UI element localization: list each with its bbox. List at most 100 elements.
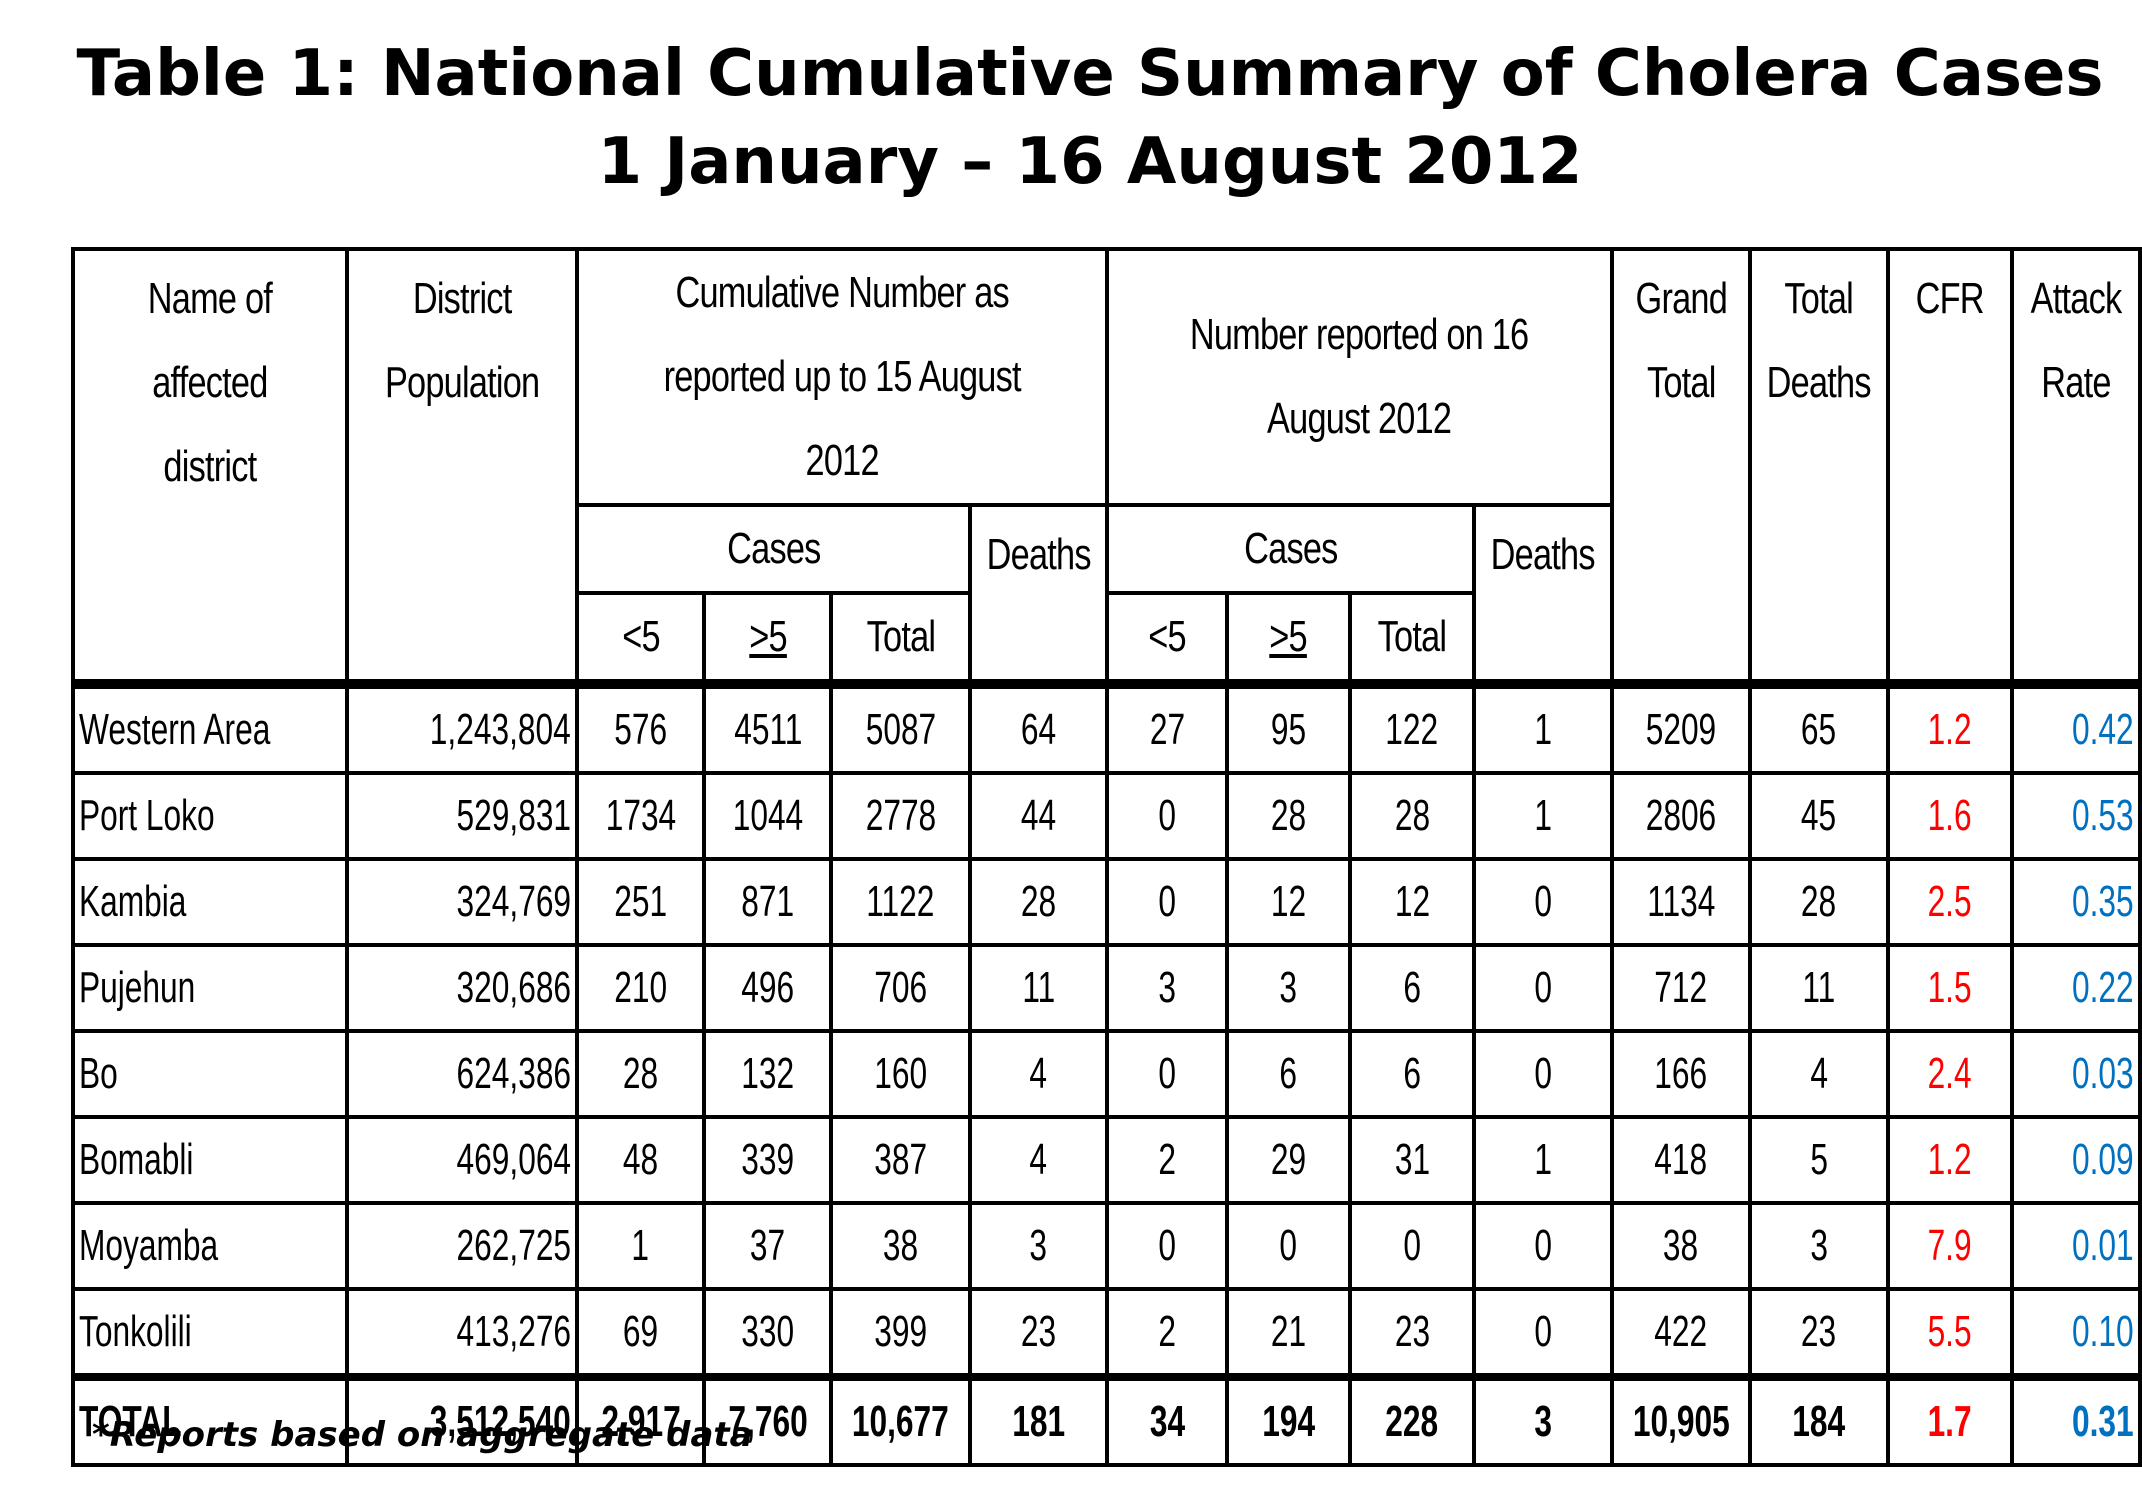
header-cum-lt5: <5 bbox=[575, 591, 707, 686]
cell-cum-ge5: 330 bbox=[702, 1287, 834, 1379]
cholera-summary-table: Name of affected district District Popul… bbox=[71, 247, 2142, 1467]
cell-district: Western Area bbox=[71, 682, 349, 775]
cell-district: Tonkolili bbox=[71, 1287, 349, 1379]
cell-district: Bo bbox=[71, 1029, 349, 1119]
header-new-total: Total bbox=[1347, 591, 1477, 686]
cell-cum-total: 10,677 bbox=[829, 1375, 972, 1467]
table-row: Port Loko 529,831 1734 1044 2778 44 0 28 28 1 2806… bbox=[71, 771, 2142, 861]
cell-cum-total: 5087 bbox=[829, 682, 972, 775]
header-population: District Population bbox=[344, 247, 580, 686]
cell-total-deaths: 184 bbox=[1748, 1375, 1890, 1467]
cell-new-lt5: 2 bbox=[1105, 1287, 1230, 1379]
header-total-deaths: Total Deaths bbox=[1748, 247, 1890, 686]
cell-new-ge5: 29 bbox=[1225, 1115, 1352, 1205]
cell-new-lt5: 3 bbox=[1105, 943, 1230, 1033]
cell-cum-total: 2778 bbox=[829, 771, 972, 861]
cell-new-deaths: 0 bbox=[1472, 1287, 1614, 1379]
cell-new-deaths: 3 bbox=[1472, 1375, 1614, 1467]
cell-cfr: 2.4 bbox=[1885, 1029, 2015, 1119]
table-row: Tonkolili 413,276 69 330 399 23 2 21 23 0 422 23 5.5… bbox=[71, 1287, 2142, 1379]
table-row: Bo 624,386 28 132 160 4 0 6 6 0 166 4 2.4 0.03 bbox=[71, 1029, 2142, 1119]
cell-attack-rate: 0.10 bbox=[2010, 1287, 2142, 1379]
cell-cum-ge5: 1044 bbox=[702, 771, 834, 861]
table-row: Kambia 324,769 251 871 1122 28 0 12 12 0 1134 28 2.5… bbox=[71, 857, 2142, 947]
cell-population: 262,725 bbox=[344, 1201, 580, 1291]
cell-attack-rate: 0.35 bbox=[2010, 857, 2142, 947]
cell-new-total: 0 bbox=[1347, 1201, 1477, 1291]
cell-new-deaths: 1 bbox=[1472, 771, 1614, 861]
header-new-lt5: <5 bbox=[1105, 591, 1230, 686]
cell-cum-deaths: 4 bbox=[967, 1115, 1110, 1205]
cell-new-ge5: 12 bbox=[1225, 857, 1352, 947]
cell-cum-ge5: 7,760 bbox=[702, 1375, 834, 1467]
title-line-1: Table 1: National Cumulative Summary of … bbox=[76, 37, 2104, 111]
cell-new-ge5: 28 bbox=[1225, 771, 1352, 861]
cell-attack-rate: 0.22 bbox=[2010, 943, 2142, 1033]
header-cum-total: Total bbox=[829, 591, 972, 686]
cell-cum-deaths: 44 bbox=[967, 771, 1110, 861]
header-reported-on: Number reported on 16 August 2012 bbox=[1105, 247, 1614, 507]
cell-cum-total: 706 bbox=[829, 943, 972, 1033]
cell-cfr: 1.2 bbox=[1885, 682, 2015, 775]
cell-new-deaths: 0 bbox=[1472, 857, 1614, 947]
cell-cum-ge5: 132 bbox=[702, 1029, 834, 1119]
cell-cfr: 1.7 bbox=[1885, 1375, 2015, 1467]
table-row: Pujehun 320,686 210 496 706 11 3 3 6 0 712 11 1.5 0.2… bbox=[71, 943, 2142, 1033]
cell-population: 469,064 bbox=[344, 1115, 580, 1205]
cell-cum-lt5: 2,917 bbox=[575, 1375, 707, 1467]
cell-new-total: 6 bbox=[1347, 943, 1477, 1033]
cell-new-lt5: 0 bbox=[1105, 1029, 1230, 1119]
cell-cum-total: 160 bbox=[829, 1029, 972, 1119]
cell-total-deaths: 5 bbox=[1748, 1115, 1890, 1205]
cell-new-lt5: 0 bbox=[1105, 771, 1230, 861]
cell-new-total: 28 bbox=[1347, 771, 1477, 861]
cell-new-lt5: 2 bbox=[1105, 1115, 1230, 1205]
cell-cum-lt5: 48 bbox=[575, 1115, 707, 1205]
header-cum-deaths: Deaths bbox=[967, 503, 1110, 686]
cell-cum-total: 1122 bbox=[829, 857, 972, 947]
header-cum-cases: Cases bbox=[575, 503, 972, 595]
cell-cum-total: 38 bbox=[829, 1201, 972, 1291]
table-row: Western Area 1,243,804 576 4511 5087 64 27 95 12… bbox=[71, 682, 2142, 775]
cell-cum-deaths: 4 bbox=[967, 1029, 1110, 1119]
header-cum-ge5: >5 bbox=[702, 591, 834, 686]
cell-district: Kambia bbox=[71, 857, 349, 947]
title-line-2: 1 January – 16 August 2012 bbox=[597, 125, 1583, 199]
cell-cum-total: 387 bbox=[829, 1115, 972, 1205]
header-district: Name of affected district bbox=[71, 247, 349, 686]
cell-cum-lt5: 251 bbox=[575, 857, 707, 947]
cell-population: 413,276 bbox=[344, 1287, 580, 1379]
header-new-ge5: >5 bbox=[1225, 591, 1352, 686]
cell-attack-rate: 0.42 bbox=[2010, 682, 2142, 775]
cell-grand-total: 38 bbox=[1609, 1201, 1753, 1291]
cell-new-ge5: 0 bbox=[1225, 1201, 1352, 1291]
cell-new-total: 31 bbox=[1347, 1115, 1477, 1205]
cell-total-deaths: 28 bbox=[1748, 857, 1890, 947]
cell-attack-rate: 0.03 bbox=[2010, 1029, 2142, 1119]
cell-population: 3,512,540 bbox=[344, 1375, 580, 1467]
cell-cum-lt5: 69 bbox=[575, 1287, 707, 1379]
cell-cum-total: 399 bbox=[829, 1287, 972, 1379]
cell-cfr: 2.5 bbox=[1885, 857, 2015, 947]
cell-grand-total: 422 bbox=[1609, 1287, 1753, 1379]
cell-cum-ge5: 339 bbox=[702, 1115, 834, 1205]
cell-district: Bomabli bbox=[71, 1115, 349, 1205]
cell-total-deaths: 4 bbox=[1748, 1029, 1890, 1119]
cell-new-ge5: 95 bbox=[1225, 682, 1352, 775]
cell-new-deaths: 0 bbox=[1472, 1029, 1614, 1119]
cell-new-deaths: 0 bbox=[1472, 943, 1614, 1033]
cell-new-ge5: 21 bbox=[1225, 1287, 1352, 1379]
cell-grand-total: 10,905 bbox=[1609, 1375, 1753, 1467]
cell-population: 1,243,804 bbox=[344, 682, 580, 775]
cell-cum-ge5: 4511 bbox=[702, 682, 834, 775]
header-cfr: CFR bbox=[1885, 247, 2015, 686]
cell-grand-total: 5209 bbox=[1609, 682, 1753, 775]
cell-grand-total: 166 bbox=[1609, 1029, 1753, 1119]
cell-district: Port Loko bbox=[71, 771, 349, 861]
cell-cum-lt5: 210 bbox=[575, 943, 707, 1033]
cell-new-deaths: 1 bbox=[1472, 682, 1614, 775]
cholera-summary-table-wrapper: Name of affected district District Popul… bbox=[71, 247, 2142, 1467]
table-body: Western Area 1,243,804 576 4511 5087 64 27 95 12… bbox=[71, 682, 2142, 1467]
table-header: Name of affected district District Popul… bbox=[71, 247, 2142, 686]
cell-total-deaths: 3 bbox=[1748, 1201, 1890, 1291]
